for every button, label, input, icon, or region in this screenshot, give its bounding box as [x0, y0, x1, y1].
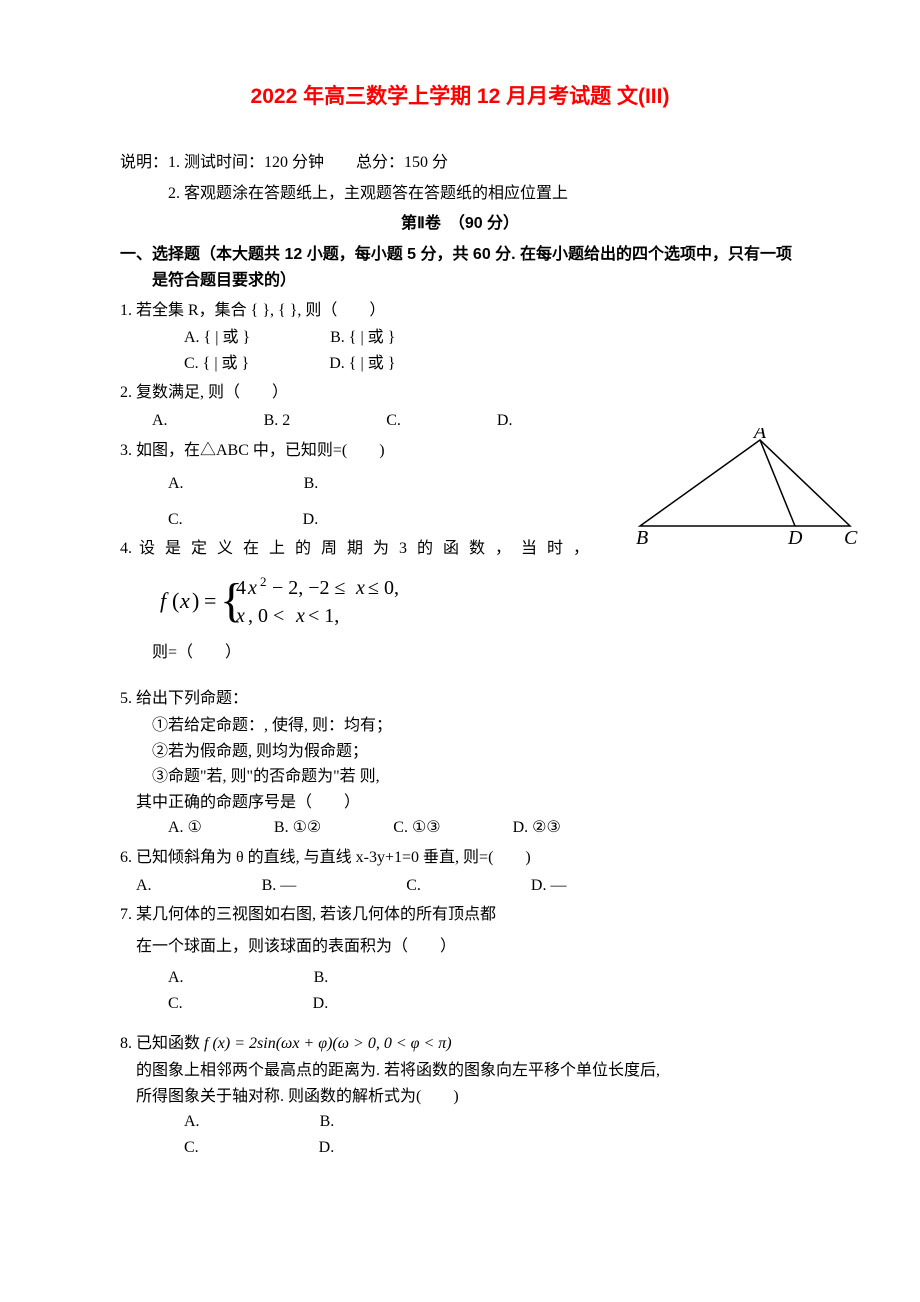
- q7-opt-b: B.: [314, 965, 329, 991]
- svg-text:x: x: [355, 577, 365, 599]
- q8-formula: f (x) = 2sin(ωx + φ)(ω > 0, 0 < φ < π): [204, 1035, 452, 1052]
- svg-text:(: (: [172, 588, 179, 613]
- svg-text:2: 2: [260, 574, 267, 589]
- question-7: 7. 某几何体的三视图如右图, 若该几何体的所有顶点都 在一个球面上，则该球面的…: [120, 902, 800, 1016]
- question-6: 6. 已知倾斜角为 θ 的直线, 与直线 x-3y+1=0 垂直, 则=( ) …: [120, 845, 800, 898]
- q4-num: 4.: [120, 540, 132, 557]
- triangle-svg: A B D C: [630, 428, 860, 548]
- question-8: 8. 已知函数 f (x) = 2sin(ωx + φ)(ω > 0, 0 < …: [120, 1031, 800, 1161]
- q2-body: 复数满足, 则（ ）: [136, 384, 288, 401]
- svg-text:− 2, −2 ≤: − 2, −2 ≤: [272, 577, 346, 599]
- q7-num: 7.: [120, 906, 132, 923]
- q4-body: 设 是 定 义 在 上 的 周 期 为 3 的 函 数 ， 当 时 ，: [139, 540, 592, 557]
- q3-opt-c: C.: [168, 507, 183, 533]
- q8-opt-d: D.: [319, 1135, 335, 1161]
- q1-opt-d: D. { | 或 }: [329, 351, 395, 377]
- q3-num: 3.: [120, 442, 132, 459]
- q3-opt-d: D.: [303, 507, 319, 533]
- svg-text:4: 4: [236, 577, 246, 599]
- q5-sub3: ③命题"若, 则"的否命题为"若 则,: [152, 764, 800, 790]
- svg-text:f: f: [160, 588, 169, 613]
- q5-num: 5.: [120, 690, 132, 707]
- q3-opt-a: A.: [168, 471, 184, 497]
- q1-text: 1. 若全集 R，集合 { }, { }, 则（ ）: [120, 298, 800, 324]
- q2-num: 2.: [120, 384, 132, 401]
- triangle-label-c: C: [844, 527, 858, 548]
- q5-text: 5. 给出下列命题：: [120, 686, 800, 712]
- q6-text: 6. 已知倾斜角为 θ 的直线, 与直线 x-3y+1=0 垂直, 则=( ): [120, 845, 800, 871]
- q4-tail: 则=（ ）: [152, 640, 800, 666]
- question-3: 3. 如图，在△ABC 中，已知则=( ) A. B. C. D. A B D …: [120, 438, 800, 533]
- section-header: 第Ⅱ卷 （90 分）: [120, 211, 800, 237]
- q6-body: 已知倾斜角为 θ 的直线, 与直线 x-3y+1=0 垂直, 则=( ): [136, 849, 531, 866]
- svg-text:< 1,: < 1,: [308, 605, 339, 627]
- q2-text: 2. 复数满足, 则（ ）: [120, 380, 800, 406]
- q4-formula: f ( x ) = { 4 x 2 − 2, −2 ≤ x ≤ 0, x , 0…: [160, 572, 800, 632]
- q6-opt-d: D. —: [531, 873, 567, 899]
- svg-text:=: =: [204, 588, 216, 613]
- q2-opt-c: C.: [386, 408, 401, 434]
- q2-opt-d: D.: [497, 408, 513, 434]
- q5-sub2: ②若为假命题, 则均为假命题；: [152, 739, 800, 765]
- q7-opt-a: A.: [168, 965, 184, 991]
- q8-line2: 的图象上相邻两个最高点的距离为. 若将函数的图象向左平移个单位长度后,: [136, 1058, 800, 1084]
- q7-line2: 在一个球面上，则该球面的表面积为（ ）: [136, 934, 800, 960]
- triangle-label-a: A: [752, 428, 767, 443]
- svg-text:): ): [192, 588, 199, 613]
- q3-body: 如图，在△ABC 中，已知则=( ): [136, 442, 385, 459]
- q5-subtail: 其中正确的命题序号是（ ）: [136, 790, 800, 816]
- q6-opt-b: B. —: [262, 873, 297, 899]
- q5-body: 给出下列命题：: [136, 690, 248, 707]
- q1-opt-a: A. { | 或 }: [184, 325, 250, 351]
- q1-opt-b: B. { | 或 }: [330, 325, 395, 351]
- svg-text:x: x: [247, 577, 257, 599]
- question-4: 4. 设 是 定 义 在 上 的 周 期 为 3 的 函 数 ， 当 时 ， f…: [120, 536, 800, 665]
- q2-opt-b: B. 2: [264, 408, 291, 434]
- svg-text:x: x: [235, 605, 245, 627]
- q1-num: 1.: [120, 302, 132, 319]
- q8-line3: 所得图象关于轴对称. 则函数的解析式为( ): [136, 1084, 800, 1110]
- q8-body: 已知函数: [136, 1035, 204, 1052]
- section-one-header: 一、选择题（本大题共 12 小题，每小题 5 分，共 60 分. 在每小题给出的…: [120, 242, 800, 293]
- q7-opt-d: D.: [313, 991, 329, 1017]
- q7-text: 7. 某几何体的三视图如右图, 若该几何体的所有顶点都: [120, 902, 800, 928]
- q4-text: 4. 设 是 定 义 在 上 的 周 期 为 3 的 函 数 ， 当 时 ，: [120, 536, 800, 562]
- q7-body: 某几何体的三视图如右图, 若该几何体的所有顶点都: [136, 906, 496, 923]
- q8-text: 8. 已知函数 f (x) = 2sin(ωx + φ)(ω > 0, 0 < …: [120, 1031, 800, 1057]
- q1-opt-c: C. { | 或 }: [184, 351, 249, 377]
- q5-opt-c: C. ①③: [393, 815, 440, 841]
- instructions-line1: 说明：1. 测试时间：120 分钟 总分：150 分: [120, 150, 800, 176]
- q8-opt-c: C.: [184, 1135, 199, 1161]
- q8-num: 8.: [120, 1035, 132, 1052]
- svg-text:≤ 0,: ≤ 0,: [368, 577, 399, 599]
- q1-body: 若全集 R，集合 { }, { }, 则（ ）: [136, 302, 385, 319]
- section-one-header-l1: 一、选择题（本大题共 12 小题，每小题 5 分，共 60 分. 在每小题给出的…: [120, 242, 800, 268]
- q5-sub1: ①若给定命题：, 使得, 则：均有；: [152, 713, 800, 739]
- svg-text:x: x: [295, 605, 305, 627]
- q6-opt-c: C.: [406, 873, 421, 899]
- q5-opt-d: D. ②③: [513, 815, 561, 841]
- exam-title: 2022 年高三数学上学期 12 月月考试题 文(III): [120, 80, 800, 114]
- svg-text:, 0 <: , 0 <: [248, 605, 284, 627]
- q8-opt-b: B.: [320, 1109, 335, 1135]
- question-1: 1. 若全集 R，集合 { }, { }, 则（ ） A. { | 或 } B.…: [120, 298, 800, 377]
- q2-opt-a: A.: [152, 408, 168, 434]
- q5-opt-a: A. ①: [168, 815, 202, 841]
- q6-num: 6.: [120, 849, 132, 866]
- instructions-line2: 2. 客观题涂在答题纸上，主观题答在答题纸的相应位置上: [168, 181, 800, 207]
- q8-opt-a: A.: [184, 1109, 200, 1135]
- svg-text:x: x: [179, 588, 190, 613]
- q3-opt-b: B.: [304, 471, 319, 497]
- q5-opt-b: B. ①②: [274, 815, 321, 841]
- q6-opt-a: A.: [136, 873, 152, 899]
- question-2: 2. 复数满足, 则（ ） A. B. 2 C. D.: [120, 380, 800, 433]
- section-one-header-l2: 是符合题目要求的）: [152, 268, 800, 294]
- question-5: 5. 给出下列命题： ①若给定命题：, 使得, 则：均有； ②若为假命题, 则均…: [120, 686, 800, 842]
- q7-opt-c: C.: [168, 991, 183, 1017]
